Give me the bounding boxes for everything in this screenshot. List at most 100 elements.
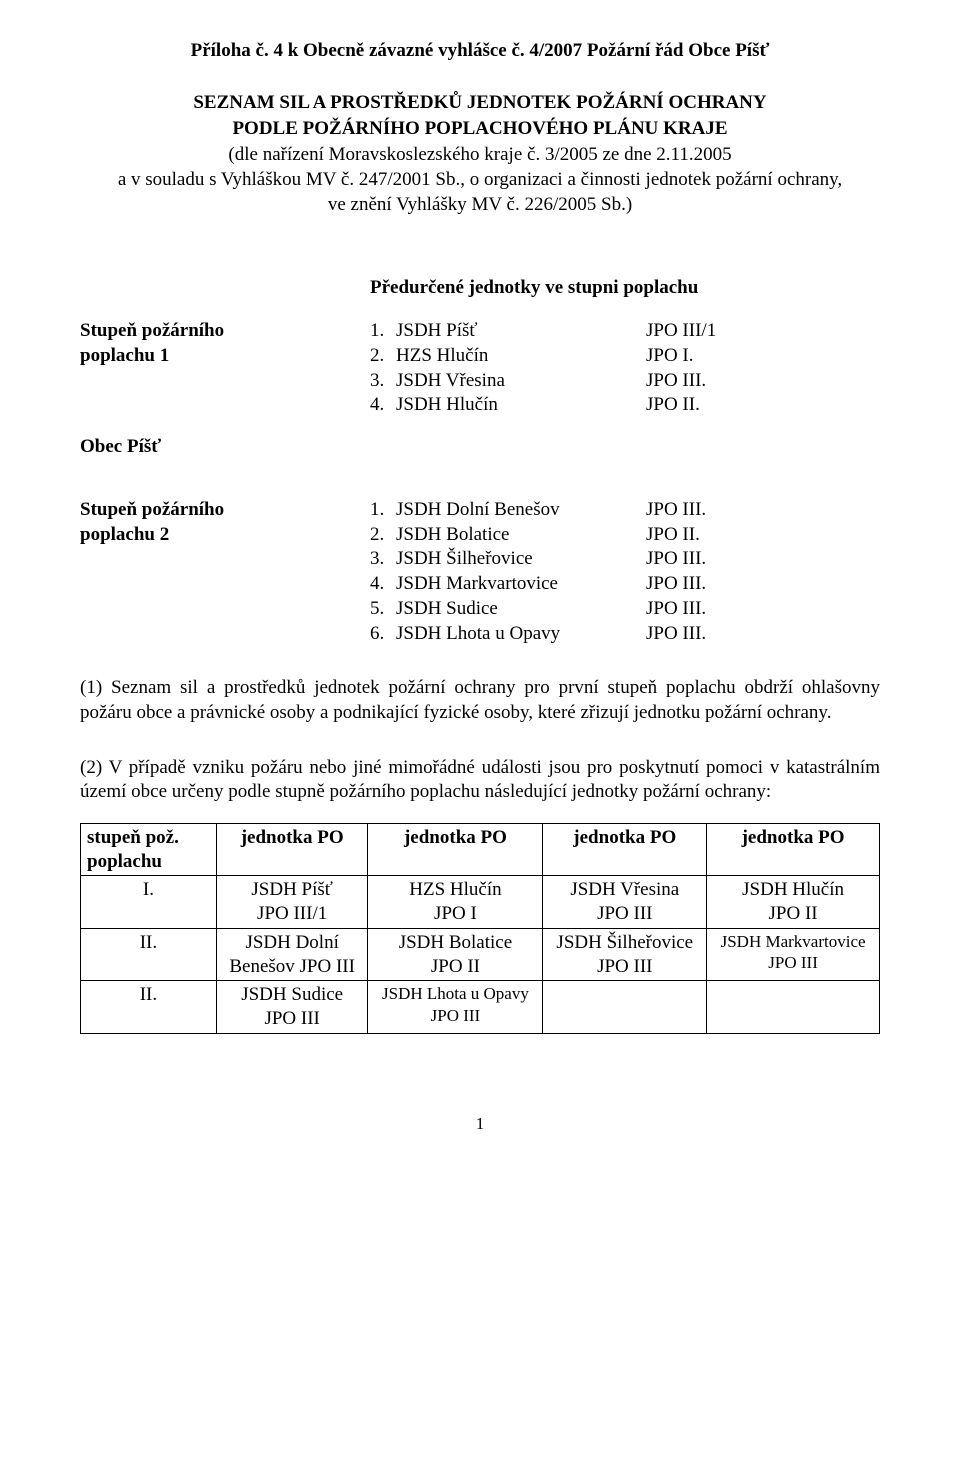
obec-label: Obec Píšť bbox=[80, 436, 880, 458]
table-cell: JSDH Vřesina JPO III bbox=[543, 876, 707, 929]
unit-jpo: JPO III. bbox=[646, 597, 880, 622]
unit-row: 3. JSDH Šilheřovice JPO III. bbox=[370, 547, 880, 572]
unit-name: JSDH Dolní Benešov bbox=[396, 498, 646, 523]
unit-name: JSDH Šilheřovice bbox=[396, 547, 646, 572]
paragraph-2: (2) V případě vzniku požáru nebo jiné mi… bbox=[80, 756, 880, 805]
intro-line2: a v souladu s Vyhláškou MV č. 247/2001 S… bbox=[80, 168, 880, 193]
units-table: stupeň pož. poplachu jednotka PO jednotk… bbox=[80, 823, 880, 1034]
table-cell: JSDH Sudice JPO III bbox=[216, 981, 368, 1034]
table-cell bbox=[543, 981, 707, 1034]
unit-row: 1. JSDH Dolní Benešov JPO III. bbox=[370, 498, 880, 523]
cell-line: JSDH Dolní bbox=[245, 932, 338, 953]
cell-line: JSDH Lhota u Opavy bbox=[382, 984, 529, 1003]
table-header-col2: jednotka PO bbox=[368, 823, 543, 876]
table-cell bbox=[707, 981, 880, 1034]
stage1-label-line1: Stupeň požárního bbox=[80, 319, 280, 344]
table-cell: JSDH Píšť JPO III/1 bbox=[216, 876, 368, 929]
unit-name: JSDH Bolatice bbox=[396, 523, 646, 548]
unit-number: 4. bbox=[370, 572, 396, 597]
cell-line: JPO II bbox=[769, 903, 818, 924]
unit-number: 6. bbox=[370, 622, 396, 647]
stage2-block: Stupeň požárního poplachu 2 1. JSDH Doln… bbox=[80, 498, 880, 646]
table-cell: JSDH Šilheřovice JPO III bbox=[543, 928, 707, 981]
table-header-col1: jednotka PO bbox=[216, 823, 368, 876]
unit-number: 2. bbox=[370, 344, 396, 369]
table-cell-stage: I. bbox=[81, 876, 217, 929]
unit-name: JSDH Sudice bbox=[396, 597, 646, 622]
unit-row: 1. JSDH Píšť JPO III/1 bbox=[370, 319, 880, 344]
cell-line: JPO III bbox=[431, 1006, 481, 1025]
unit-number: 1. bbox=[370, 319, 396, 344]
unit-row: 4. JSDH Hlučín JPO II. bbox=[370, 393, 880, 418]
cell-line: JSDH Šilheřovice bbox=[556, 932, 693, 953]
table-cell: JSDH Markvartovice JPO III bbox=[707, 928, 880, 981]
table-row: II. JSDH Sudice JPO III JSDH Lhota u Opa… bbox=[81, 981, 880, 1034]
unit-jpo: JPO II. bbox=[646, 393, 880, 418]
unit-jpo: JPO III. bbox=[646, 547, 880, 572]
document-title: Příloha č. 4 k Obecně závazné vyhlášce č… bbox=[80, 40, 880, 62]
cell-line: JSDH Hlučín bbox=[742, 879, 844, 900]
table-header-col3: jednotka PO bbox=[543, 823, 707, 876]
unit-name: JSDH Lhota u Opavy bbox=[396, 622, 646, 647]
unit-jpo: JPO II. bbox=[646, 523, 880, 548]
stage2-label: Stupeň požárního poplachu 2 bbox=[80, 498, 280, 646]
cell-line: JSDH Píšť bbox=[251, 879, 333, 900]
unit-name: HZS Hlučín bbox=[396, 344, 646, 369]
unit-name: JSDH Hlučín bbox=[396, 393, 646, 418]
cell-line: JSDH Bolatice bbox=[399, 932, 512, 953]
pred-heading: Předurčené jednotky ve stupni poplachu bbox=[370, 277, 880, 299]
stage2-label-line1: Stupeň požárního bbox=[80, 498, 280, 523]
unit-jpo: JPO III. bbox=[646, 572, 880, 597]
table-cell-stage: II. bbox=[81, 928, 217, 981]
cell-line: JPO III bbox=[597, 956, 652, 977]
unit-name: JSDH Píšť bbox=[396, 319, 646, 344]
intro-line1: (dle nařízení Moravskoslezského kraje č.… bbox=[80, 143, 880, 168]
paragraph-1: (1) Seznam sil a prostředků jednotek pož… bbox=[80, 676, 880, 725]
unit-jpo: JPO I. bbox=[646, 344, 880, 369]
table-row: II. JSDH Dolní Benešov JPO III JSDH Bola… bbox=[81, 928, 880, 981]
cell-line: JSDH Vřesina bbox=[570, 879, 679, 900]
stage1-label-line2: poplachu 1 bbox=[80, 344, 280, 369]
table-cell: HZS Hlučín JPO I bbox=[368, 876, 543, 929]
unit-row: 6. JSDH Lhota u Opavy JPO III. bbox=[370, 622, 880, 647]
stage1-block: Stupeň požárního poplachu 1 1. JSDH Píšť… bbox=[80, 319, 880, 418]
cell-line: JPO III bbox=[597, 903, 652, 924]
unit-number: 1. bbox=[370, 498, 396, 523]
unit-row: 5. JSDH Sudice JPO III. bbox=[370, 597, 880, 622]
unit-jpo: JPO III. bbox=[646, 369, 880, 394]
unit-jpo: JPO III/1 bbox=[646, 319, 880, 344]
main-heading-line1: SEZNAM SIL A PROSTŘEDKŮ JEDNOTEK POŽÁRNÍ… bbox=[80, 90, 880, 116]
cell-line: HZS Hlučín bbox=[409, 879, 501, 900]
unit-number: 5. bbox=[370, 597, 396, 622]
table-cell: JSDH Lhota u Opavy JPO III bbox=[368, 981, 543, 1034]
cell-line: JSDH Markvartovice bbox=[721, 932, 866, 951]
table-cell: JSDH Bolatice JPO II bbox=[368, 928, 543, 981]
unit-number: 3. bbox=[370, 547, 396, 572]
stage1-units: 1. JSDH Píšť JPO III/1 2. HZS Hlučín JPO… bbox=[370, 319, 880, 418]
table-row: I. JSDH Píšť JPO III/1 HZS Hlučín JPO I … bbox=[81, 876, 880, 929]
intro-line3: ve znění Vyhlášky MV č. 226/2005 Sb.) bbox=[80, 193, 880, 218]
unit-row: 2. HZS Hlučín JPO I. bbox=[370, 344, 880, 369]
unit-name: JSDH Markvartovice bbox=[396, 572, 646, 597]
unit-jpo: JPO III. bbox=[646, 498, 880, 523]
unit-row: 4. JSDH Markvartovice JPO III. bbox=[370, 572, 880, 597]
stage2-units: 1. JSDH Dolní Benešov JPO III. 2. JSDH B… bbox=[370, 498, 880, 646]
unit-number: 3. bbox=[370, 369, 396, 394]
cell-line: JPO I bbox=[434, 903, 477, 924]
th-c0a: stupeň pož. bbox=[87, 827, 179, 848]
table-cell: JSDH Dolní Benešov JPO III bbox=[216, 928, 368, 981]
unit-name: JSDH Vřesina bbox=[396, 369, 646, 394]
table-cell-stage: II. bbox=[81, 981, 217, 1034]
page-number: 1 bbox=[80, 1114, 880, 1134]
cell-line: JPO II bbox=[431, 956, 480, 977]
main-heading-line2: PODLE POŽÁRNÍHO POPLACHOVÉHO PLÁNU KRAJE bbox=[80, 116, 880, 142]
unit-row: 2. JSDH Bolatice JPO II. bbox=[370, 523, 880, 548]
table-cell: JSDH Hlučín JPO II bbox=[707, 876, 880, 929]
stage2-label-line2: poplachu 2 bbox=[80, 523, 280, 548]
cell-line: JPO III bbox=[264, 1008, 319, 1029]
cell-line: JPO III bbox=[768, 953, 818, 972]
cell-line: Benešov JPO III bbox=[229, 956, 355, 977]
cell-line: JPO III/1 bbox=[257, 903, 327, 924]
page: Příloha č. 4 k Obecně závazné vyhlášce č… bbox=[0, 0, 960, 1174]
stage1-label: Stupeň požárního poplachu 1 bbox=[80, 319, 280, 418]
